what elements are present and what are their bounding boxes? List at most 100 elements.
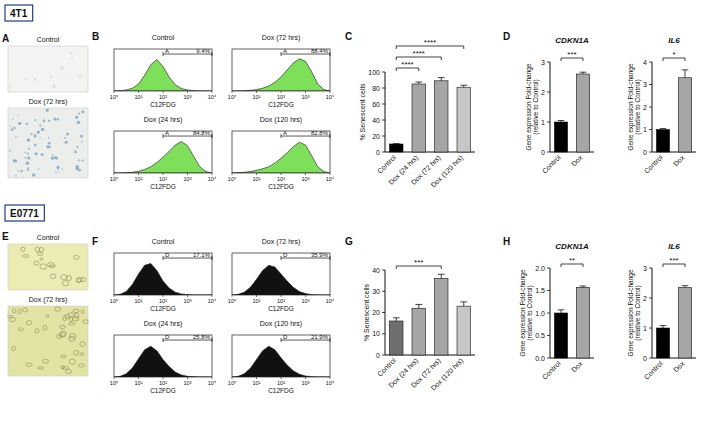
stain-speck (52, 154, 54, 156)
cell-outline (62, 280, 68, 285)
x-tick-label: 10² (277, 94, 285, 100)
x-tick-label: 10³ (302, 380, 310, 386)
stain-speck (30, 133, 32, 135)
x-tick (305, 91, 306, 93)
cell-outline (74, 256, 80, 260)
x-tick (114, 91, 115, 93)
x-tick-label: 10² (159, 176, 167, 182)
cell-outline (80, 353, 84, 356)
bar (554, 122, 567, 152)
subplot-title: Dox (24 hrs) (144, 320, 183, 328)
cell-outline (60, 325, 66, 328)
stain-speck (54, 156, 57, 159)
stain-speck (45, 109, 48, 112)
stain-speck (75, 116, 78, 119)
y-tick (382, 355, 385, 356)
x-axis-title: C12FDG (268, 305, 294, 312)
histogram-area (232, 346, 330, 377)
y-tick (382, 333, 385, 334)
cell-outline (43, 359, 49, 363)
x-tick (232, 377, 233, 379)
y-axis-title-line: (relative to Control) (526, 285, 534, 340)
cell-outline (23, 308, 28, 312)
error-bar (438, 78, 445, 81)
y-tick-label: 100 (368, 69, 380, 76)
x-tick-label: 10¹ (135, 176, 143, 182)
y-tick (382, 88, 385, 89)
cell-outline (77, 277, 83, 282)
y-tick (649, 129, 652, 130)
y-tick-label: 2 (643, 104, 647, 111)
stain-speck (34, 78, 37, 81)
x-axis-title: C12FDG (150, 387, 176, 394)
x-tick-label: 10⁴ (326, 176, 335, 182)
plot-frame (114, 253, 212, 295)
subplot-title: Control (152, 34, 175, 41)
gate-name: D (283, 252, 288, 258)
x-tick-label: 10⁰ (110, 298, 119, 304)
cell-outline (69, 317, 72, 322)
y-tick (649, 298, 652, 299)
stain-speck (77, 121, 81, 125)
x-tick-label: Control (376, 153, 397, 174)
micrograph-frame (8, 46, 88, 92)
x-tick (187, 377, 188, 379)
cell-outline (47, 263, 53, 267)
plot-area (390, 274, 471, 355)
stain-speck (24, 152, 26, 154)
stain-speck (27, 169, 29, 171)
image-title: Dox (72 hrs) (29, 98, 68, 106)
cell-outline (40, 258, 43, 260)
micrograph (8, 306, 88, 376)
y-tick-label: 40 (372, 267, 380, 274)
cell-outline (66, 369, 72, 373)
y-axis-title-line: % Senescent cells (363, 283, 370, 341)
y-axis-title: % Senescent cells (363, 283, 370, 341)
stain-speck (10, 126, 11, 127)
y-tick-label: 0 (643, 149, 647, 156)
x-tick-label: 10² (159, 298, 167, 304)
stain-speck (11, 128, 14, 131)
stain-speck (9, 86, 11, 88)
y-tick (649, 152, 652, 153)
cell-outline (61, 355, 66, 358)
x-tick (330, 173, 331, 175)
y-tick-label: 1 (643, 325, 647, 332)
plot-frame (114, 335, 212, 377)
x-axis-title: C12FDG (268, 101, 294, 108)
x-tick-label: 10¹ (135, 380, 143, 386)
y-axis-title: Gene expression Fold-change(relative to … (519, 269, 534, 356)
panel-letter: B (92, 31, 99, 42)
stain-speck (18, 170, 20, 172)
stain-speck (50, 75, 53, 78)
stain-speck (19, 122, 22, 125)
x-tick-label: 10² (277, 176, 285, 182)
error-bar (415, 304, 422, 308)
bar (554, 313, 567, 358)
plot-frame (114, 49, 212, 91)
stain-speck (52, 85, 55, 88)
section-label: 4T1 (10, 8, 28, 19)
x-tick (281, 173, 282, 175)
x-axis-title: C12FDG (268, 183, 294, 190)
plot-frame (232, 131, 330, 173)
y-tick (382, 270, 385, 271)
stain-speck (27, 138, 31, 142)
stain-speck (18, 115, 19, 116)
cell-outline (68, 323, 75, 326)
stain-speck (32, 173, 36, 177)
stain-speck (37, 131, 40, 134)
cell-outline (26, 363, 32, 366)
plot-area (390, 78, 471, 152)
plot-frame (232, 253, 330, 295)
y-tick (649, 84, 652, 85)
cell-outline (40, 264, 47, 269)
stain-speck (56, 166, 59, 169)
x-tick (163, 91, 164, 93)
x-tick (212, 377, 213, 379)
y-tick (649, 62, 652, 63)
plot-area (114, 60, 212, 92)
x-tick-label: 10³ (184, 176, 192, 182)
stain-speck (14, 159, 17, 162)
stain-speck (81, 110, 84, 113)
